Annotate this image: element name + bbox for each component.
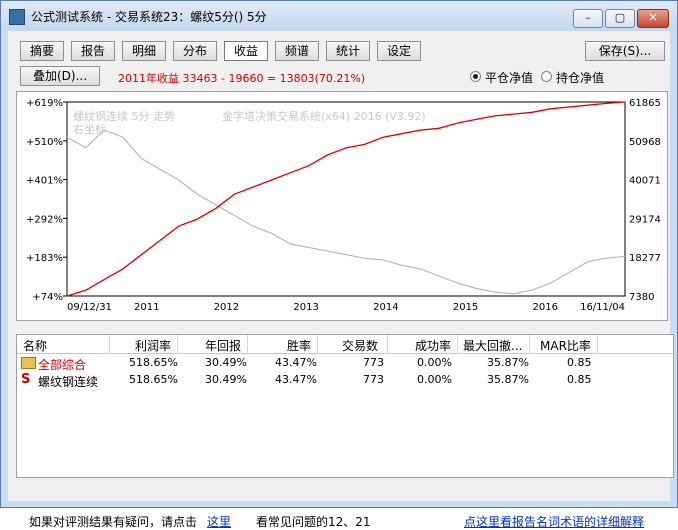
col-drawdown[interactable]: 最大回撤... — [463, 339, 523, 353]
cell-drawdown: 35.87% — [487, 373, 529, 386]
y-left-tick: +619% — [26, 98, 63, 109]
results-table: 名称 利润率 年回报 胜率 交易数 成功率 最大回撤... MAR比率 全部综合 — [16, 334, 674, 478]
cell-trades: 773 — [363, 356, 384, 369]
y-left-tick: +510% — [26, 137, 63, 148]
cell-success: 0.00% — [417, 373, 452, 386]
y-left-tick: +401% — [26, 176, 63, 187]
col-mar[interactable]: MAR比率 — [540, 339, 591, 353]
y-left-tick: +292% — [26, 214, 63, 225]
x-tick: 2013 — [293, 302, 318, 313]
cell-mar: 0.85 — [567, 356, 592, 369]
radio-position-equity[interactable] — [541, 71, 552, 82]
close-button[interactable]: ✕ — [637, 9, 669, 28]
legend-right-axis: 右坐标 — [73, 123, 106, 136]
y-right-tick: 18277 — [629, 253, 661, 264]
equity-series-line — [66, 101, 626, 297]
footer-link-here[interactable]: 这里 — [207, 515, 232, 529]
legend-system: 金字塔决策交易系统(x64) 2016 (V3.92) — [222, 110, 426, 123]
tab-report[interactable]: 报告 — [71, 41, 115, 61]
table-row[interactable]: 全部综合 518.65% 30.49% 43.47% 773 0.00% 35.… — [17, 354, 627, 372]
app-icon — [9, 9, 25, 25]
title-bar: 公式测试系统 - 交易系统23：螺纹5分() 5分 – ▢ ✕ — [1, 1, 677, 31]
cell-success: 0.00% — [417, 356, 452, 369]
strategy-icon: S — [21, 372, 31, 387]
cell-winrate: 43.47% — [275, 356, 317, 369]
y-right-tick: 40071 — [629, 176, 661, 187]
x-tick: 2014 — [373, 302, 398, 313]
y-left-tick: +183% — [26, 253, 63, 264]
col-profit[interactable]: 利润率 — [135, 339, 172, 353]
chart-svg: +619% +510% +401% +292% +183% +74% 61865 50968 4… — [26, 98, 661, 313]
radio-closed-equity[interactable] — [470, 71, 481, 82]
y-right-tick: 61865 — [629, 98, 661, 109]
radio-closed-equity-label: 平仓净值 — [485, 71, 534, 85]
tab-returns[interactable]: 收益 — [224, 41, 268, 61]
table-row[interactable]: S 螺纹钢连续 518.65% 30.49% 43.47% 773 0.00% … — [17, 371, 627, 389]
equity-chart: +619% +510% +401% +292% +183% +74% 61865 50968 4… — [16, 91, 668, 321]
x-tick: 16/11/04 — [580, 302, 625, 313]
cell-annual: 30.49% — [205, 356, 247, 369]
tab-statistics[interactable]: 统计 — [326, 41, 370, 61]
cell-profit: 518.65% — [129, 356, 178, 369]
col-name[interactable]: 名称 — [23, 339, 48, 353]
cell-trades: 773 — [363, 373, 384, 386]
tab-distribution[interactable]: 分布 — [173, 41, 217, 61]
summary-text: 2011年收益 33463 - 19660 = 13803(70.21%) — [118, 72, 366, 85]
y-left-tick: +74% — [32, 292, 63, 303]
tab-detail[interactable]: 明细 — [122, 41, 166, 61]
col-success[interactable]: 成功率 — [415, 339, 452, 353]
y-right-tick: 29174 — [629, 214, 661, 225]
cell-annual: 30.49% — [205, 373, 247, 386]
cell-drawdown: 35.87% — [487, 356, 529, 369]
cell-winrate: 43.47% — [275, 373, 317, 386]
price-series-line — [66, 129, 626, 295]
tab-settings[interactable]: 设定 — [377, 41, 421, 61]
tab-summary[interactable]: 摘要 — [20, 41, 64, 61]
minimize-button[interactable]: – — [573, 9, 603, 28]
client-area: 摘要 报告 明细 分布 收益 频谱 统计 设定 保存(S)... 叠加(D)..… — [8, 31, 674, 529]
x-tick: 2016 — [533, 302, 558, 313]
x-tick: 2015 — [453, 302, 478, 313]
x-tick: 2012 — [214, 302, 239, 313]
footer-terms-link[interactable]: 点这里看报告名词术语的详细解释 — [464, 515, 645, 529]
legend-price: 螺纹钢连续 5分 走势 — [73, 110, 175, 123]
x-tick: 2011 — [134, 302, 159, 313]
save-button[interactable]: 保存(S)... — [585, 41, 665, 61]
y-right-tick: 7380 — [629, 292, 654, 303]
tab-spectrum[interactable]: 频谱 — [275, 41, 319, 61]
maximize-button[interactable]: ▢ — [605, 9, 635, 28]
cell-profit: 518.65% — [129, 373, 178, 386]
cell-mar: 0.85 — [567, 373, 592, 386]
window-title: 公式测试系统 - 交易系统23：螺纹5分() 5分 — [31, 10, 267, 24]
table-header: 名称 利润率 年回报 胜率 交易数 成功率 最大回撤... MAR比率 — [17, 335, 673, 354]
row-name: 全部综合 — [38, 358, 87, 372]
overlay-button[interactable]: 叠加(D)... — [20, 66, 100, 86]
col-winrate[interactable]: 胜率 — [287, 339, 312, 353]
col-annual[interactable]: 年回报 — [205, 339, 242, 353]
footer-faq-text: 看常见问题的12、21 — [256, 515, 371, 529]
y-right-tick: 50968 — [629, 137, 661, 148]
row-name: 螺纹钢连续 — [38, 375, 99, 389]
folder-icon — [21, 357, 36, 369]
radio-position-equity-label: 持仓净值 — [556, 71, 605, 85]
x-tick: 09/12/31 — [67, 302, 112, 313]
col-trades[interactable]: 交易数 — [342, 339, 379, 353]
footer-text: 如果对评测结果有疑问，请点击 — [29, 515, 198, 529]
